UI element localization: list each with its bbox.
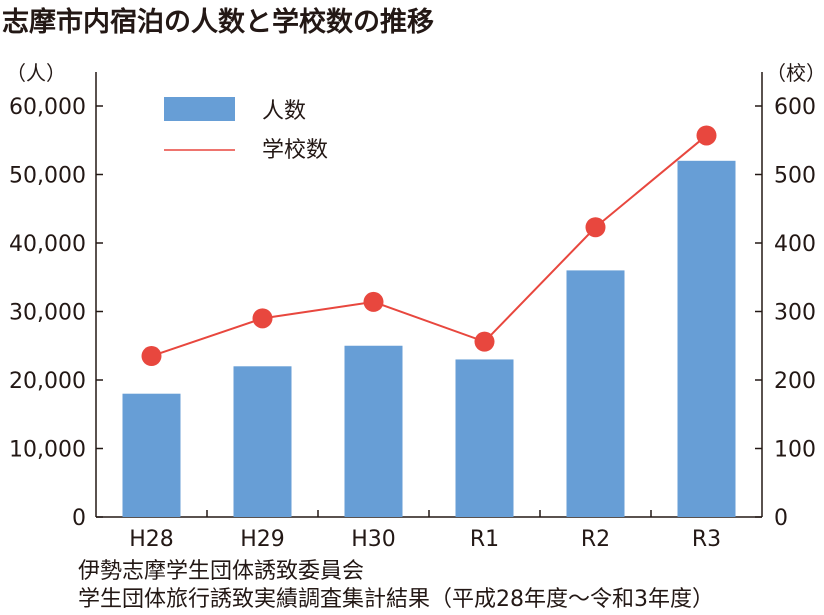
y-right-unit-label: （校） (766, 61, 824, 85)
line-path (151, 134, 708, 357)
bar-series (122, 160, 736, 518)
y-right-tick-label: 500 (774, 164, 816, 189)
bar (455, 359, 514, 517)
source-line-2: 学生団体旅行誘致実績調査集計結果（平成28年度～令和3年度） (78, 587, 714, 612)
source-note: 伊勢志摩学生団体誘致委員会 学生団体旅行誘致実績調査集計結果（平成28年度～令和… (78, 558, 714, 614)
bar (344, 345, 403, 517)
y-left-tick-label: 50,000 (9, 164, 86, 189)
x-tick-label: H30 (351, 527, 396, 552)
line-point (585, 217, 606, 238)
line-point (363, 291, 384, 312)
y-right-tick-label: 100 (774, 438, 816, 463)
y-left-tick-label: 30,000 (9, 301, 86, 326)
legend-bar-swatch (164, 97, 235, 121)
y-left-unit-label: （人） (6, 61, 66, 85)
x-tick-label: R3 (692, 527, 721, 552)
y-left-tick-label: 0 (72, 506, 86, 531)
y-right-tick-label: 400 (774, 232, 816, 257)
line-point (474, 331, 495, 352)
bar (677, 160, 736, 518)
x-tick-label: R2 (581, 527, 610, 552)
y-right-tick-label: 300 (774, 301, 816, 326)
tick-labels: 0 0 10,000 100 20,000 200 30,000 300 40,000 400 50… (9, 95, 816, 552)
line-series (141, 125, 717, 367)
x-tick-label: R1 (470, 527, 499, 552)
line-point (141, 346, 162, 367)
x-tick-label: H29 (240, 527, 285, 552)
source-line-1: 伊勢志摩学生団体誘致委員会 (78, 559, 365, 584)
line-point (252, 308, 273, 329)
y-left-tick-label: 60,000 (9, 95, 86, 120)
y-right-tick-label: 0 (774, 506, 788, 531)
y-right-tick-label: 200 (774, 369, 816, 394)
y-left-tick-label: 10,000 (9, 438, 86, 463)
x-tick-label: H28 (129, 527, 174, 552)
axes (95, 72, 763, 518)
chart-title: 志摩市内宿泊の人数と学校数の推移 (2, 7, 434, 38)
y-right-tick-label: 600 (774, 95, 816, 120)
bar (122, 393, 181, 517)
legend: 人数 学校数 (164, 97, 328, 163)
legend-line-label: 学校数 (262, 138, 328, 163)
line-point (696, 125, 717, 146)
y-left-tick-label: 20,000 (9, 369, 86, 394)
legend-bar-label: 人数 (262, 99, 306, 124)
bar (233, 366, 292, 517)
bar (566, 270, 625, 517)
y-left-tick-label: 40,000 (9, 232, 86, 257)
